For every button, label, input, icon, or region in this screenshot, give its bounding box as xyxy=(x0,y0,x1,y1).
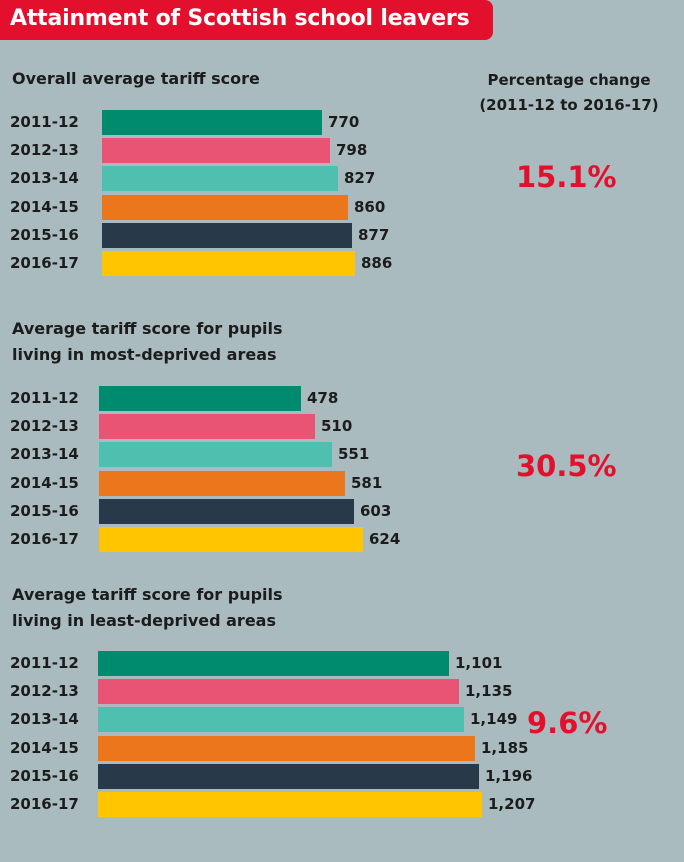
value-label: 1,185 xyxy=(481,738,529,757)
value-label: 478 xyxy=(307,389,339,407)
percentage-change-header-line2: (2011-12 to 2016-17) xyxy=(479,96,659,114)
bar xyxy=(99,386,301,411)
bar xyxy=(99,527,363,552)
bar xyxy=(98,679,459,705)
percentage-change-header: Percentage change (2011-12 to 2016-17) xyxy=(466,68,672,118)
category-label: 2016-17 xyxy=(10,795,79,813)
category-label: 2011-12 xyxy=(10,113,79,131)
category-label: 2012-13 xyxy=(10,682,79,701)
page-title: Attainment of Scottish school leavers xyxy=(10,6,470,31)
category-label: 2015-16 xyxy=(10,225,79,244)
bar xyxy=(102,251,355,276)
bar xyxy=(102,222,352,248)
bar xyxy=(99,498,354,524)
value-label: 877 xyxy=(358,225,390,244)
bar-row: 2014-15 860 xyxy=(0,194,684,221)
chart-title: Overall average tariff score xyxy=(12,66,260,92)
bar-row: 2011-12 478 xyxy=(0,385,684,412)
bar-row: 2012-13 1,135 xyxy=(0,678,684,705)
category-label: 2013-14 xyxy=(10,710,79,729)
chart-title-line: living in least-deprived areas xyxy=(12,611,276,630)
category-label: 2014-15 xyxy=(10,197,79,216)
percentage-change-value: 15.1% xyxy=(516,160,617,194)
value-label: 860 xyxy=(354,197,386,216)
bar-row: 2013-14 551 xyxy=(0,441,684,468)
bar-row: 2013-14 1,149 xyxy=(0,706,684,733)
bar xyxy=(99,414,315,440)
category-label: 2013-14 xyxy=(10,169,79,188)
value-label: 510 xyxy=(321,417,353,436)
chart-title: Average tariff score for pupils living in… xyxy=(12,316,283,368)
bar-row: 2014-15 581 xyxy=(0,470,684,497)
value-label: 770 xyxy=(328,113,360,131)
bar xyxy=(98,792,482,817)
bar-row: 2013-14 827 xyxy=(0,165,684,192)
category-label: 2016-17 xyxy=(10,254,79,272)
bar-row: 2011-12 770 xyxy=(0,109,684,136)
value-label: 1,207 xyxy=(488,795,536,813)
percentage-change-value: 30.5% xyxy=(516,449,617,483)
value-label: 603 xyxy=(360,501,392,520)
bar xyxy=(102,110,322,135)
bar xyxy=(98,763,479,789)
bar xyxy=(102,166,338,192)
category-label: 2011-12 xyxy=(10,654,79,672)
value-label: 798 xyxy=(336,141,368,160)
value-label: 624 xyxy=(369,530,401,548)
bar-row: 2015-16 603 xyxy=(0,498,684,525)
chart-title-line: Average tariff score for pupils xyxy=(12,319,283,338)
category-label: 2012-13 xyxy=(10,417,79,436)
bar-row: 2012-13 510 xyxy=(0,413,684,440)
category-label: 2015-16 xyxy=(10,501,79,520)
bar xyxy=(99,470,345,496)
chart-title-line: living in most-deprived areas xyxy=(12,345,277,364)
percentage-change-value: 9.6% xyxy=(527,706,608,740)
value-label: 581 xyxy=(351,473,383,492)
bar xyxy=(98,735,475,761)
chart-title-line: Overall average tariff score xyxy=(12,69,260,88)
category-label: 2015-16 xyxy=(10,766,79,785)
category-label: 2014-15 xyxy=(10,473,79,492)
bar xyxy=(98,651,449,676)
chart-title-line: Average tariff score for pupils xyxy=(12,585,283,604)
bar-row: 2015-16 877 xyxy=(0,222,684,249)
bar xyxy=(102,138,330,164)
bar-row: 2011-12 1,101 xyxy=(0,650,684,677)
percentage-change-header-line1: Percentage change xyxy=(487,71,651,89)
value-label: 1,149 xyxy=(470,710,518,729)
bar-row: 2016-17 1,207 xyxy=(0,791,684,818)
value-label: 1,101 xyxy=(455,654,503,672)
bar-row: 2016-17 624 xyxy=(0,526,684,553)
value-label: 827 xyxy=(344,169,376,188)
title-banner: Attainment of Scottish school leavers xyxy=(0,0,493,40)
bar-row: 2015-16 1,196 xyxy=(0,763,684,790)
value-label: 551 xyxy=(338,445,370,464)
bar xyxy=(99,442,332,468)
category-label: 2012-13 xyxy=(10,141,79,160)
category-label: 2013-14 xyxy=(10,445,79,464)
value-label: 886 xyxy=(361,254,393,272)
bar xyxy=(102,194,348,220)
value-label: 1,196 xyxy=(485,766,533,785)
bar-row: 2012-13 798 xyxy=(0,137,684,164)
bar-row: 2014-15 1,185 xyxy=(0,735,684,762)
category-label: 2014-15 xyxy=(10,738,79,757)
bar xyxy=(98,707,464,733)
chart-title: Average tariff score for pupils living in… xyxy=(12,582,283,634)
category-label: 2011-12 xyxy=(10,389,79,407)
value-label: 1,135 xyxy=(465,682,513,701)
bar-row: 2016-17 886 xyxy=(0,250,684,277)
category-label: 2016-17 xyxy=(10,530,79,548)
